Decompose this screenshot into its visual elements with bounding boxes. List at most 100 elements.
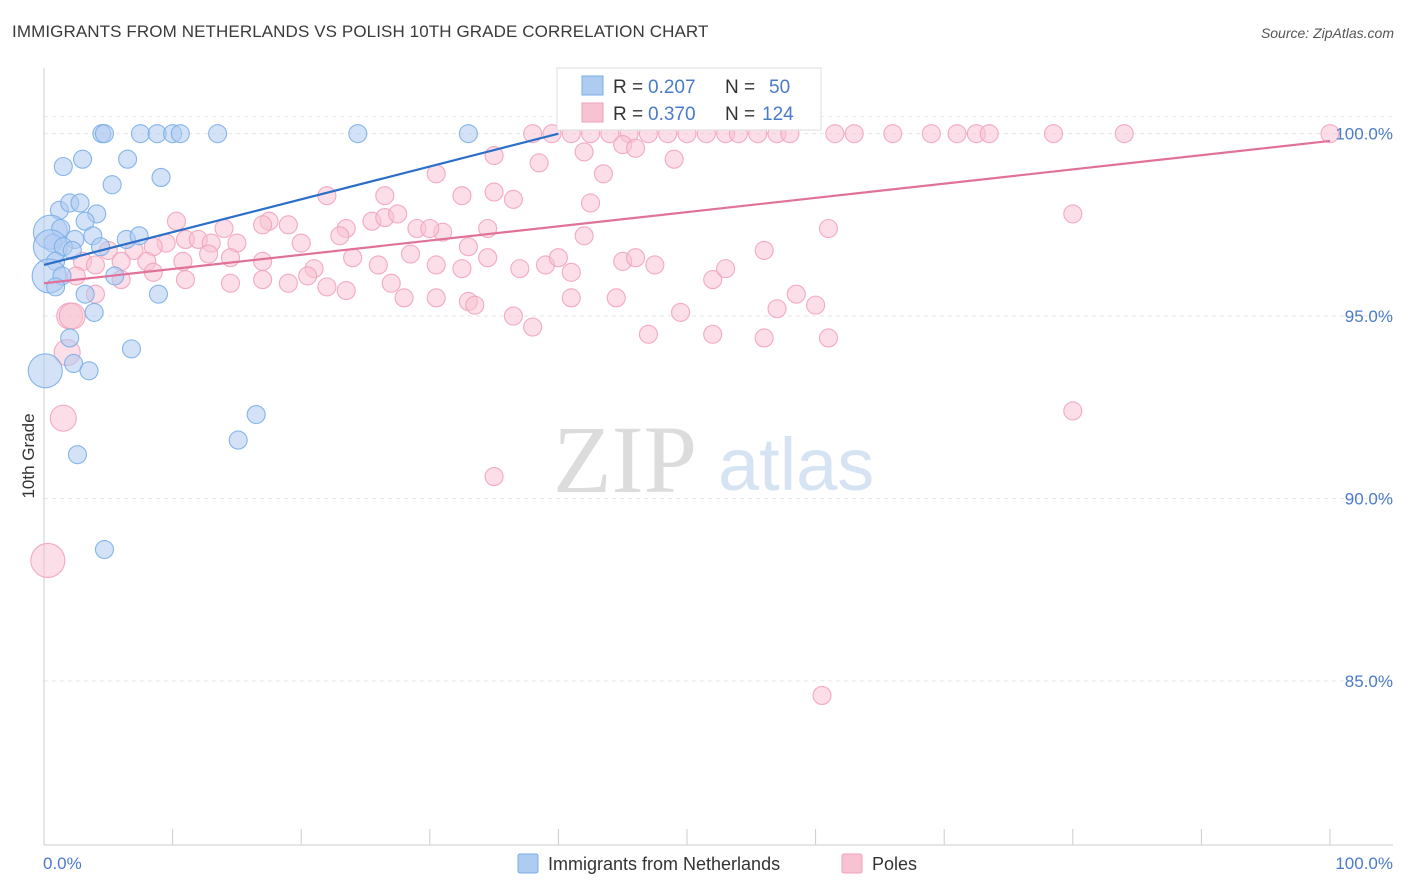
netherlands-point-36 (148, 284, 169, 304)
poles-point-80 (645, 255, 665, 275)
poles-point-105 (806, 295, 826, 315)
series-poles-points (30, 124, 1340, 705)
poles-point-52 (291, 233, 311, 253)
poles-point-73 (426, 255, 446, 275)
netherlands-point-10 (73, 149, 93, 169)
poles-point-109 (523, 317, 543, 337)
netherlands-point-37 (84, 302, 104, 322)
y-axis-title: 10th Grade (19, 413, 38, 498)
poles-point-98 (503, 306, 523, 326)
legend-r-label-netherlands: R = (613, 77, 643, 98)
poles-point-18 (921, 124, 941, 144)
legend-swatch-poles (581, 102, 604, 123)
poles-point-17 (883, 124, 903, 144)
netherlands-point-6 (208, 124, 228, 144)
poles-point-91 (278, 273, 298, 293)
legend-box: R = 0.207 N = 50 R = 0.370 N = 124 (556, 67, 822, 131)
poles-point-88 (175, 270, 196, 290)
netherlands-point-40 (64, 353, 84, 374)
y-tick-label-90: 90.0% (1345, 489, 1393, 508)
poles-point-26 (626, 138, 646, 158)
y-tick-label-85: 85.0% (1345, 672, 1393, 691)
poles-point-71 (368, 255, 388, 275)
poles-point-37 (503, 189, 523, 209)
legend-n-label-netherlands: N = (725, 77, 755, 98)
netherlands-point-1 (94, 124, 114, 144)
poles-point-34 (317, 186, 337, 206)
poles-point-101 (671, 302, 691, 322)
netherlands-point-8 (458, 124, 478, 144)
poles-point-16 (844, 124, 864, 144)
trend-lines (43, 132, 1331, 285)
poles-point-66 (199, 244, 219, 264)
netherlands-point-38 (60, 328, 80, 348)
poles-point-65 (173, 251, 193, 271)
poles-point-102 (703, 324, 723, 344)
x-tick-label-max: 100.0% (1335, 854, 1393, 873)
poles-point-96 (426, 288, 446, 308)
watermark-atlas: atlas (718, 423, 874, 506)
source-label: Source: ZipAtlas.com (1260, 25, 1394, 41)
netherlands-point-9 (53, 156, 73, 177)
poles-point-22 (1043, 124, 1064, 144)
netherlands-point-2 (130, 124, 150, 144)
poles-point-103 (767, 299, 787, 319)
poles-point-29 (529, 153, 549, 173)
poles-point-118 (818, 328, 839, 348)
poles-point-47 (388, 204, 408, 224)
poles-point-114 (574, 226, 594, 246)
poles-point-19 (947, 124, 967, 144)
poles-point-108 (394, 288, 414, 308)
poles-point-33 (484, 182, 504, 202)
poles-point-79 (561, 262, 581, 282)
poles-point-92 (298, 266, 318, 286)
x-tick-label-min: 0.0% (43, 854, 82, 873)
poles-point-126 (58, 302, 86, 330)
poles-point-76 (510, 259, 530, 279)
poles-point-75 (478, 248, 498, 268)
legend-r-value-netherlands: 0.207 (648, 77, 696, 98)
netherlands-point-45 (67, 445, 87, 465)
netherlands-point-11 (118, 149, 138, 169)
axes (43, 68, 1393, 846)
trend-line-poles (43, 139, 1331, 285)
netherlands-point-39 (121, 339, 141, 359)
netherlands-point-35 (75, 284, 95, 304)
netherlands-point-7 (348, 124, 368, 144)
bottom-legend-swatch-poles (841, 853, 863, 874)
poles-point-28 (664, 149, 684, 169)
poles-point-78 (548, 248, 568, 268)
poles-point-120 (1063, 401, 1083, 421)
netherlands-point-16 (70, 193, 90, 213)
poles-point-115 (626, 248, 646, 268)
y-tick-label-100: 100.0% (1335, 125, 1393, 144)
poles-point-99 (561, 288, 581, 308)
legend-r-value-poles: 0.370 (648, 104, 696, 125)
poles-point-123 (30, 542, 66, 579)
watermark-zip: ZIP (553, 406, 697, 513)
poles-point-119 (1063, 204, 1083, 224)
poles-point-35 (375, 186, 395, 206)
bottom-legend: Immigrants from Netherlands Poles (517, 853, 917, 874)
poles-point-113 (458, 237, 478, 257)
poles-point-89 (220, 273, 241, 293)
trend-line-netherlands (43, 132, 559, 267)
netherlands-point-28 (62, 240, 82, 260)
poles-point-111 (465, 295, 485, 315)
bottom-legend-swatch-netherlands (517, 853, 539, 874)
watermark: ZIP atlas (553, 406, 874, 513)
poles-point-110 (638, 324, 658, 344)
netherlands-point-44 (228, 430, 248, 450)
poles-point-104 (786, 284, 806, 304)
poles-point-32 (593, 164, 613, 184)
poles-point-90 (253, 270, 273, 290)
chart-title: IMMIGRANTS FROM NETHERLANDS VS POLISH 10… (12, 22, 709, 41)
legend-n-value-netherlands: 50 (769, 77, 790, 98)
netherlands-point-5 (170, 124, 190, 144)
netherlands-point-42 (27, 353, 63, 389)
poles-point-51 (330, 226, 350, 246)
poles-point-40 (214, 218, 234, 239)
poles-point-70 (343, 248, 363, 268)
legend-r-label-poles: R = (613, 104, 643, 125)
